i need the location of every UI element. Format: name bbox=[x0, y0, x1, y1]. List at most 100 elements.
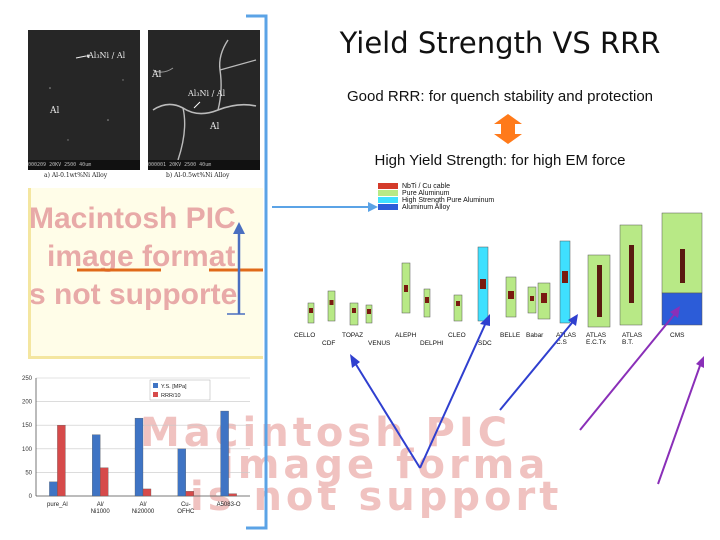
magnet-label: ALEPH bbox=[395, 332, 417, 339]
magnet-label: TOPAZ bbox=[342, 332, 364, 339]
pointer-arrow-3 bbox=[499, 317, 577, 411]
magnet-atlas-bt-cs bbox=[559, 240, 571, 324]
magnet-label: CELLO bbox=[294, 332, 316, 339]
magnet-legend: NbTi / Cu cable Pure Aluminum High Stren… bbox=[378, 183, 538, 211]
sem-label-b-top: Al₃Ni / Al bbox=[188, 89, 226, 98]
pointer-arrow-2 bbox=[419, 317, 489, 469]
x-tick-label: OFHC bbox=[177, 509, 195, 515]
legend-item: Pure Aluminum bbox=[378, 190, 538, 197]
magnet-delphi bbox=[423, 288, 431, 318]
legend-item: Aluminum Alloy bbox=[378, 204, 538, 211]
x-tick-label: A5083-O bbox=[217, 502, 241, 508]
magnet-aleph bbox=[401, 262, 411, 314]
placeholder-line-2: image format bbox=[47, 240, 236, 273]
chart-legend-swatch bbox=[153, 383, 158, 388]
bar-rrr bbox=[185, 491, 194, 497]
magnet-label: DELPHI bbox=[420, 340, 444, 347]
slide-title: Yield Strength VS RRR bbox=[339, 26, 661, 60]
bar-yield-strength bbox=[134, 417, 144, 497]
sem-label-b-mid: Al bbox=[152, 70, 162, 80]
magnet-atlas-bt bbox=[619, 224, 643, 326]
bar-rrr bbox=[228, 493, 237, 497]
pointer-arrow-1 bbox=[351, 357, 421, 469]
magnet-cms bbox=[661, 212, 703, 326]
x-tick-label: Cu- bbox=[181, 502, 191, 508]
legend-swatch-superconductor bbox=[378, 183, 398, 189]
x-tick-label: Al/ bbox=[97, 502, 104, 508]
magnet-label: ATLAS C.S bbox=[556, 332, 577, 346]
sem-label-a-top: Al₃Ni / Al bbox=[88, 51, 126, 60]
magnet-cello bbox=[307, 302, 315, 324]
y-tick-label: 50 bbox=[25, 470, 32, 476]
sem-caption-b: b) Al-0.5wt%Ni Alloy bbox=[166, 172, 230, 179]
pointer-arrow-5 bbox=[657, 359, 703, 485]
magnet-label: Babar bbox=[526, 332, 544, 339]
legend-swatch-al-alloy bbox=[378, 204, 398, 210]
chart-legend-swatch bbox=[153, 392, 158, 397]
magnet-label: ATLAS E.C.Tx bbox=[586, 332, 607, 346]
magnet-venus bbox=[365, 304, 373, 324]
connector-arrow bbox=[272, 202, 378, 212]
placeholder-line-3: s not supporte bbox=[29, 278, 238, 311]
pointer-arrow-4 bbox=[579, 309, 679, 431]
sem-caption-a: a) Al-0.1wt%Ni Alloy bbox=[44, 172, 108, 179]
sem-scale-a: 000209 20KV 2500 40um bbox=[28, 160, 140, 170]
y-tick-label: 200 bbox=[22, 400, 33, 406]
x-tick-label: Ni20000 bbox=[132, 509, 155, 515]
x-tick-label: pure_Al bbox=[47, 502, 68, 508]
bar-yield-strength bbox=[220, 410, 229, 497]
magnet-cleo bbox=[453, 294, 463, 322]
placeholder-big-line-3: is not support bbox=[190, 474, 563, 518]
chart-legend-box bbox=[149, 379, 211, 401]
magnet-belle bbox=[505, 276, 517, 318]
magnet-label: VENUS bbox=[368, 340, 391, 347]
magnet-atlas-cs bbox=[537, 282, 551, 320]
double-arrow-icon bbox=[488, 114, 528, 144]
magnet-babar bbox=[527, 286, 537, 314]
bar-yield-strength bbox=[177, 448, 186, 497]
sem-panel-a: Al₃Ni / Al Al 000209 20KV 2500 40um bbox=[28, 30, 140, 170]
placeholder-big-line-1: Macintosh PIC bbox=[140, 410, 512, 456]
sem-label-a-mid: Al bbox=[50, 106, 60, 116]
magnet-cross-sections bbox=[307, 212, 703, 328]
placeholder-line-1: Macintosh PIC bbox=[29, 202, 236, 235]
magnet-label: CDF bbox=[322, 340, 336, 347]
yield-requirement-text: High Yield Strength: for high EM force bbox=[374, 152, 626, 169]
unsupported-image-placeholder-large: Macintosh PIC image forma is not support bbox=[140, 408, 720, 518]
legend-swatch-pure-al bbox=[378, 190, 398, 196]
legend-swatch-hs-pure-al bbox=[378, 197, 398, 203]
chart-legend-label: Y.S. [MPa] bbox=[161, 384, 187, 390]
magnet-label: CMS bbox=[670, 332, 685, 339]
magnet-atlas-ectx bbox=[587, 254, 611, 328]
chart-legend-label: RRR/10 bbox=[161, 393, 181, 399]
bar-yield-strength bbox=[92, 434, 101, 497]
sem-label-b-low: Al bbox=[210, 122, 220, 132]
y-tick-label: 100 bbox=[22, 447, 33, 453]
legend-item: NbTi / Cu cable bbox=[378, 183, 538, 190]
sem-micrographs: Al₃Ni / Al Al 000209 20KV 2500 40um Al₃N… bbox=[28, 30, 260, 186]
magnet-label: SDC bbox=[478, 340, 492, 347]
sem-scale-b: 000001 20KV 2500 40um bbox=[148, 160, 260, 170]
magnet-label: BELLE bbox=[500, 332, 521, 339]
magnet-cdf bbox=[327, 290, 336, 322]
x-tick-label: Al/ bbox=[139, 502, 146, 508]
x-tick-label: Ni1000 bbox=[91, 509, 111, 515]
magnet-label: ATLAS B.T. bbox=[622, 332, 643, 346]
y-tick-label: 0 bbox=[29, 494, 33, 500]
pointer-arrows bbox=[350, 306, 704, 485]
magnet-label: CLEO bbox=[448, 332, 466, 339]
grouping-bracket bbox=[246, 14, 272, 530]
y-tick-label: 250 bbox=[22, 376, 33, 382]
legend-item: High Strength Pure Aluminum bbox=[378, 197, 538, 204]
bar-rrr bbox=[100, 467, 109, 497]
rrr-requirement-text: Good RRR: for quench stability and prote… bbox=[347, 88, 653, 105]
sem-panel-b: Al₃Ni / Al Al Al 000001 20KV 2500 40um bbox=[148, 30, 260, 170]
placeholder-big-line-2: image forma bbox=[220, 442, 550, 488]
unsupported-image-placeholder: Macintosh PIC image format s not support… bbox=[28, 188, 263, 359]
magnet-topaz bbox=[349, 302, 359, 326]
bar-yield-strength bbox=[49, 481, 58, 497]
bar-rrr bbox=[142, 488, 152, 497]
bar-rrr bbox=[57, 425, 66, 497]
y-tick-label: 150 bbox=[22, 423, 33, 429]
